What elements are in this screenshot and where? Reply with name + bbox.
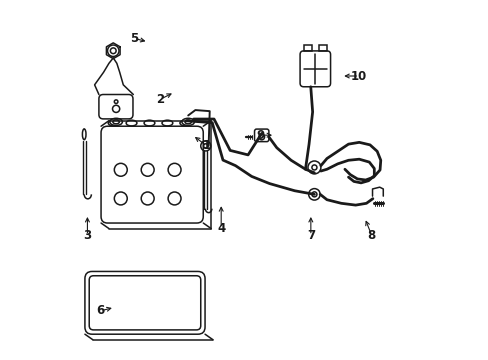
Bar: [303, 45, 311, 51]
Text: 5: 5: [130, 32, 138, 45]
Text: 9: 9: [256, 129, 264, 142]
Text: 2: 2: [156, 93, 164, 106]
Text: 6: 6: [96, 305, 104, 318]
Ellipse shape: [113, 120, 119, 124]
Text: 10: 10: [350, 69, 366, 82]
Ellipse shape: [110, 118, 122, 125]
Text: 8: 8: [367, 229, 375, 242]
Text: 1: 1: [203, 139, 210, 152]
Ellipse shape: [182, 118, 194, 125]
Ellipse shape: [184, 120, 191, 124]
Bar: [319, 45, 326, 51]
Text: 7: 7: [306, 229, 314, 242]
Text: 3: 3: [83, 229, 91, 242]
Text: 4: 4: [217, 222, 225, 235]
